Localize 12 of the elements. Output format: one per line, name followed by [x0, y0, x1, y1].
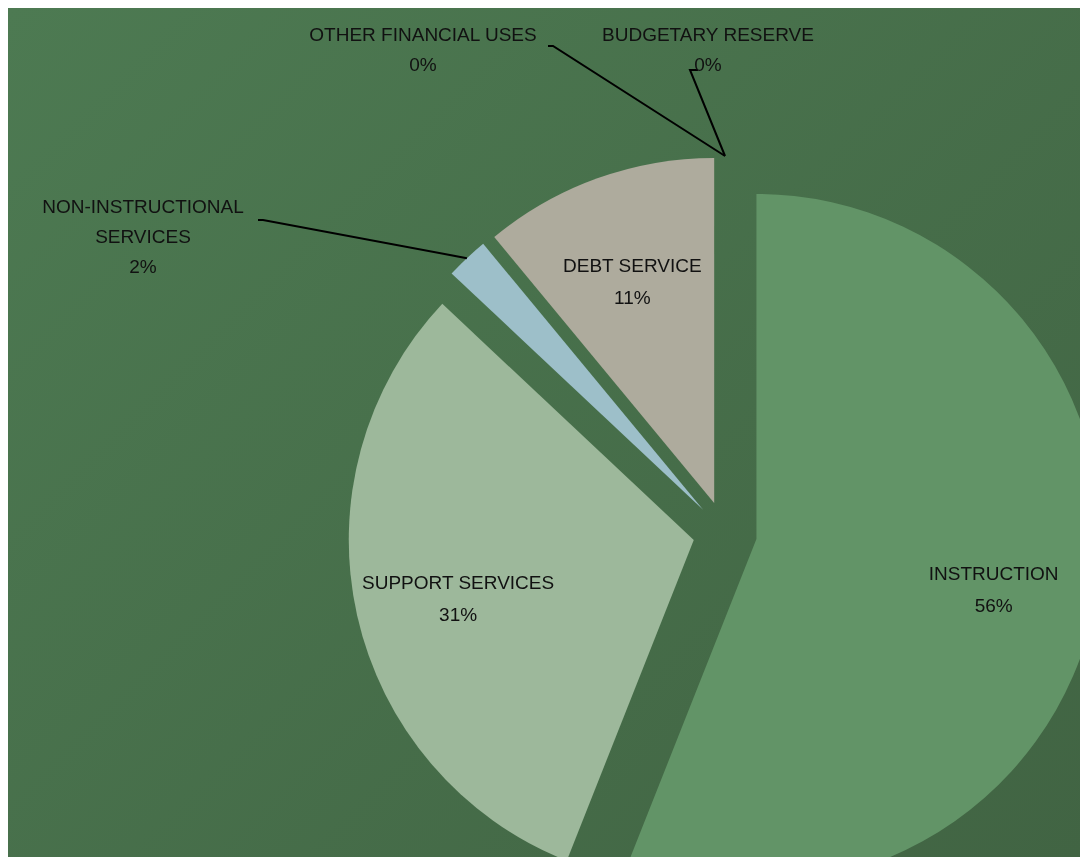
slice-label: INSTRUCTION — [928, 563, 1059, 585]
slice-label: SUPPORT SERVICES — [361, 571, 555, 593]
data-label: 2% — [129, 256, 157, 277]
data-label: 11% — [614, 286, 651, 308]
slice-label: DEBT SERVICE — [563, 254, 702, 276]
data-label: 31% — [439, 603, 478, 625]
slice-label: NON-INSTRUCTIONAL SERVICES — [42, 196, 244, 247]
text: 0% — [409, 54, 437, 75]
text: 0% — [694, 54, 722, 75]
category-label: OTHER FINANCIAL USES — [309, 24, 537, 45]
data-label: 56% — [974, 595, 1013, 617]
category-label: BUDGETARY RESERVE — [602, 24, 814, 45]
